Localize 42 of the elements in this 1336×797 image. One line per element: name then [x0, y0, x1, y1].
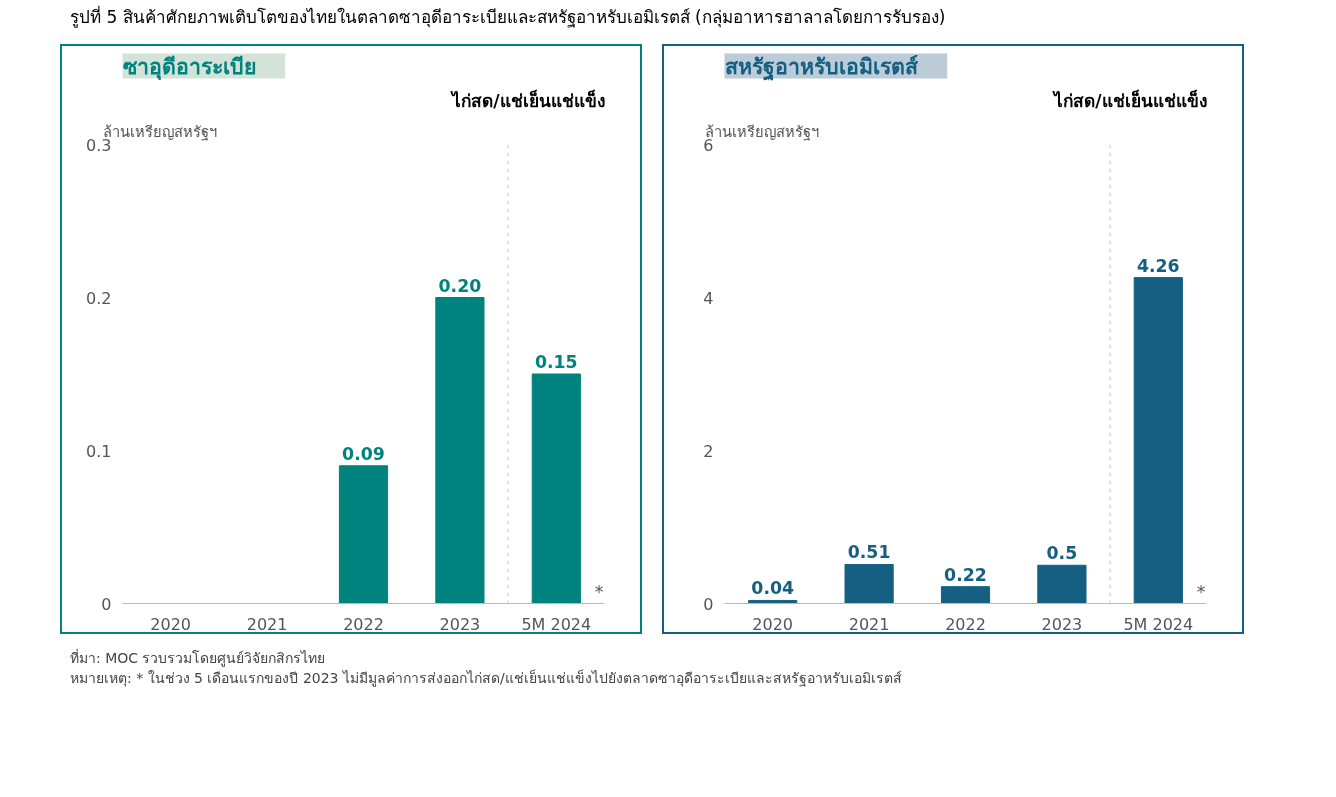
y-axis-title: ล้านเหรียญสหรัฐฯ — [102, 122, 217, 141]
chart-subtitle: ไก่สด/แช่เย็นแช่แข็ง — [1052, 88, 1207, 111]
data-label: 4.26 — [1136, 255, 1180, 276]
y-tick-label: 0.1 — [86, 441, 112, 461]
y-tick-label: 0.2 — [86, 288, 112, 308]
y-tick-label: 0 — [703, 594, 714, 614]
data-label: 0.04 — [751, 578, 795, 599]
x-tick-label: 2022 — [945, 614, 986, 634]
chart-title: สหรัฐอาหรับเอมิเรตส์ — [724, 53, 919, 81]
data-label: 0.09 — [342, 444, 385, 465]
x-tick-label: 2022 — [343, 614, 384, 634]
y-tick-label: 4 — [703, 288, 714, 308]
data-label: 0.20 — [438, 275, 482, 296]
bar — [338, 465, 389, 604]
y-axis-title: ล้านเหรียญสหรัฐฯ — [704, 122, 819, 141]
bar — [435, 297, 485, 604]
data-label: 0.51 — [847, 542, 891, 563]
x-tick-label: 2021 — [848, 614, 890, 634]
data-label: 0.22 — [944, 564, 987, 585]
y-tick-label: 2 — [703, 441, 714, 461]
bar — [1037, 565, 1087, 604]
x-tick-label: 5M 2024 — [1123, 614, 1194, 634]
x-tick-label: 2023 — [1041, 614, 1083, 634]
annotation: * — [1196, 581, 1206, 602]
text: หมายเหตุ: * ในช่วง 5 เดือนแรกของปี 2023 ไม่มีมูลค่าการส่งออกไก่สด/แช่เย็นแช่แข็งไปยังตลาดซาอุดีอาระเบียและสหรัฐอาหรับเอมิเรตส์ — [70, 669, 902, 686]
data-label: 0.5 — [1046, 543, 1078, 564]
text: รูปที่ 5 สินค้าศักยภาพเติบโตของไทยในตลาดซาอุดีอาระเบียและสหรัฐอาหรับเอมิเรตส์ (กลุ่มอาหารฮาลาลโดยการรับรอง) — [70, 5, 946, 30]
x-tick-label: 2023 — [439, 614, 481, 634]
x-tick-label: 2020 — [150, 614, 192, 634]
data-label: 0.15 — [534, 352, 578, 373]
bar — [1133, 277, 1183, 604]
chart-subtitle: ไก่สด/แช่เย็นแช่แข็ง — [450, 88, 605, 111]
bar — [531, 373, 581, 604]
y-tick-label: 0 — [101, 594, 112, 614]
x-tick-label: 2020 — [752, 614, 794, 634]
bar — [940, 586, 991, 604]
annotation: * — [594, 581, 604, 602]
x-tick-label: 2021 — [246, 614, 288, 634]
text: ที่มา: MOC รวบรวมโดยศูนย์วิจัยกสิกรไทย — [70, 650, 326, 667]
chart-title: ซาอุดีอาระเบีย — [122, 53, 256, 81]
x-tick-label: 5M 2024 — [521, 614, 592, 634]
bar — [844, 564, 894, 604]
